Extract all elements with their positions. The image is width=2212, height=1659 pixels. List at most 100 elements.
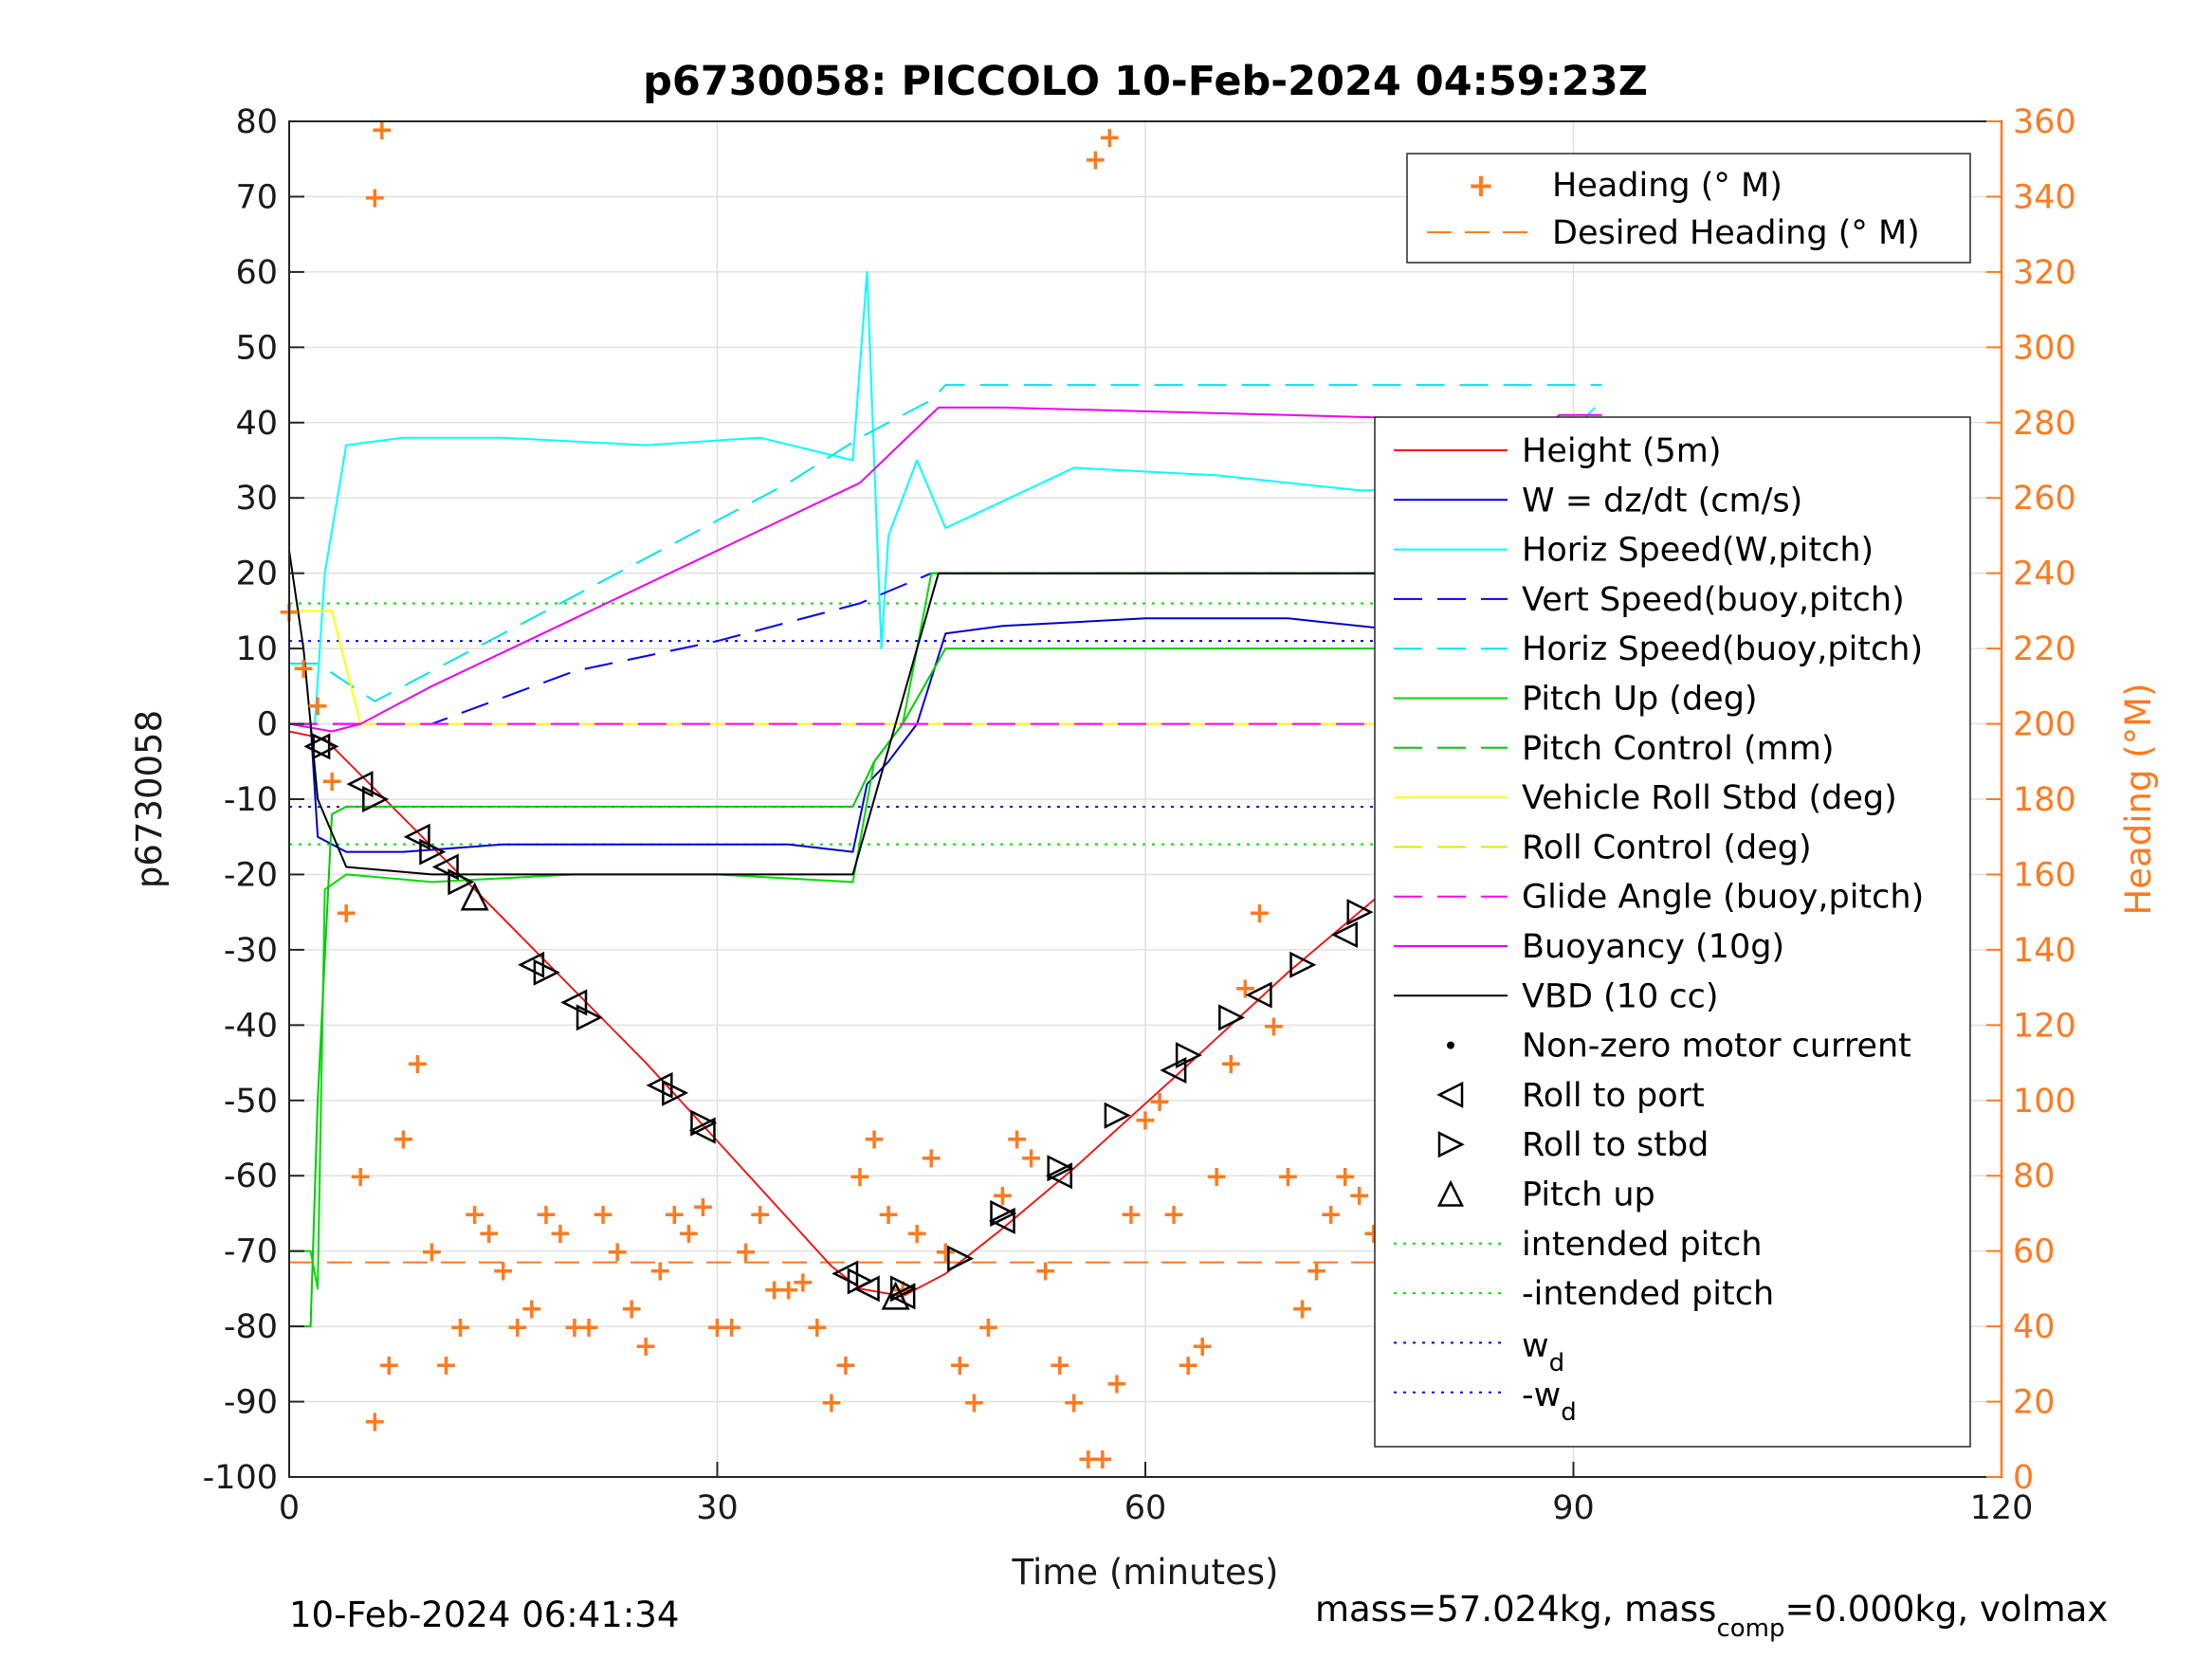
- heading-point-20: +: [562, 1311, 586, 1344]
- roll-to-stbd-marker-16: [1289, 951, 1317, 978]
- heading-point-54: +: [1048, 1349, 1071, 1382]
- y-axis-label: p6730058: [129, 710, 170, 888]
- heading-point-34: +: [762, 1273, 786, 1306]
- legend-label-5: Pitch Up (deg): [1522, 681, 1758, 719]
- y-right-tick-label-13: 260: [2013, 480, 2076, 518]
- heading-outlier-0: +: [363, 181, 387, 214]
- heading-point-22: +: [592, 1198, 615, 1231]
- y-tick-label-17: 70: [235, 178, 278, 216]
- heading-point-48: +: [962, 1387, 986, 1420]
- legend-label-9: Glide Angle (buoy,pitch): [1522, 879, 1924, 917]
- legend-heading-box: [1406, 153, 1971, 264]
- legend-swatch-12: [1447, 1041, 1454, 1049]
- y-tick-label-6: -40: [224, 1007, 278, 1045]
- heading-point-32: +: [734, 1236, 758, 1269]
- heading-point-18: +: [534, 1198, 558, 1231]
- heading-point-61: +: [1147, 1085, 1171, 1119]
- heading-point-29: +: [691, 1191, 715, 1224]
- y-right-tick-label-3: 60: [2013, 1233, 2056, 1271]
- heading-point-25: +: [634, 1330, 658, 1363]
- legend-heading-marker: +: [1468, 167, 1495, 205]
- heading-point-47: +: [948, 1349, 972, 1382]
- heading-point-69: +: [1262, 1010, 1286, 1043]
- legend-label-8: Roll Control (deg): [1522, 829, 1812, 866]
- x-axis-label: Time (minutes): [1012, 1552, 1279, 1593]
- heading-point-63: +: [1177, 1349, 1200, 1382]
- heading-point-39: +: [833, 1349, 857, 1382]
- heading-point-68: +: [1248, 897, 1271, 930]
- roll-to-stbd-marker-4: [533, 958, 560, 986]
- legend-swatch-14: [1437, 1131, 1465, 1158]
- heading-point-58: +: [1105, 1368, 1128, 1401]
- y-tick-label-8: -20: [224, 856, 278, 894]
- y-tick-label-5: -50: [224, 1083, 278, 1121]
- heading-point-44: +: [905, 1217, 929, 1250]
- heading-point-37: +: [805, 1311, 829, 1344]
- roll-to-stbd-marker-9: [889, 1275, 917, 1303]
- heading-point-75: +: [1347, 1179, 1371, 1212]
- y-tick-label-15: 50: [235, 329, 278, 367]
- roll-to-port-marker-12: [1045, 1162, 1072, 1190]
- y-right-tick-label-12: 240: [2013, 556, 2076, 593]
- roll-to-stbd-marker-10: [947, 1245, 975, 1272]
- x-tick-label-1: 30: [696, 1489, 739, 1527]
- y-right-tick-label-8: 160: [2013, 856, 2076, 894]
- footer-mass-rest: =0.000kg, volmax: [1785, 1589, 2109, 1630]
- heading-point-23: +: [606, 1236, 630, 1269]
- heading-point-31: +: [720, 1311, 743, 1344]
- legend-label-3: Vert Speed(buoy,pitch): [1522, 581, 1905, 619]
- y-right-tick-label-15: 300: [2013, 329, 2076, 367]
- roll-to-stbd-marker-14: [1175, 1042, 1202, 1069]
- legend-label-16: intended pitch: [1522, 1226, 1763, 1264]
- y-axis-right-label: Heading (°M): [2118, 683, 2159, 915]
- chart-title: p6730058: PICCOLO 10-Feb-2024 04:59:23Z: [643, 58, 1648, 105]
- y-tick-label-9: -10: [224, 781, 278, 819]
- heading-point-73: +: [1319, 1198, 1343, 1231]
- roll-to-stbd-marker-13: [1104, 1102, 1131, 1129]
- roll-to-stbd-marker-0: [312, 733, 339, 760]
- roll-to-port-marker-10: [888, 1283, 916, 1310]
- heading-point-13: +: [463, 1198, 486, 1231]
- heading-point-10: +: [420, 1236, 444, 1269]
- heading-point-57: +: [1090, 1443, 1114, 1476]
- heading-point-51: +: [1005, 1123, 1029, 1157]
- roll-to-stbd-marker-2: [419, 838, 447, 866]
- heading-point-59: +: [1119, 1198, 1143, 1231]
- series-line-4: [289, 384, 1602, 702]
- roll-to-stbd-marker-8: [847, 1267, 874, 1295]
- x-tick-label-4: 120: [1970, 1489, 2034, 1527]
- roll-to-port-marker-1: [346, 771, 374, 798]
- legend-swatch-13: [1436, 1081, 1464, 1108]
- legend-label-11: VBD (10 cc): [1522, 977, 1719, 1015]
- roll-to-port-marker-13: [1160, 1056, 1187, 1085]
- y-tick-label-11: 10: [235, 630, 278, 668]
- heading-point-7: +: [377, 1349, 401, 1382]
- heading-outlier-2: +: [1084, 144, 1107, 177]
- heading-point-40: +: [848, 1160, 871, 1194]
- y-tick-label-0: -100: [203, 1459, 278, 1497]
- roll-to-stbd-marker-12: [1047, 1155, 1074, 1182]
- heading-point-60: +: [1133, 1104, 1157, 1138]
- heading-point-21: +: [576, 1311, 600, 1344]
- heading-point-28: +: [677, 1217, 701, 1250]
- heading-point-5: +: [349, 1160, 373, 1194]
- y-tick-label-14: 40: [235, 405, 278, 443]
- heading-point-46: +: [934, 1236, 958, 1269]
- heading-point-45: +: [920, 1141, 943, 1175]
- series-line-6: [289, 647, 1602, 1328]
- legend-heading: + Heading (° M) Desired Heading (° M): [1406, 153, 1971, 264]
- roll-to-stbd-marker-5: [576, 1004, 603, 1031]
- legend-wd-sub: d: [1549, 1349, 1565, 1377]
- heading-point-70: +: [1276, 1160, 1300, 1194]
- roll-to-stbd-marker-1: [362, 785, 390, 813]
- footer-timestamp: 10-Feb-2024 06:41:34: [289, 1595, 679, 1635]
- y-tick-label-18: 80: [235, 103, 278, 141]
- heading-point-12: +: [448, 1311, 472, 1344]
- y-right-tick-label-17: 340: [2013, 178, 2076, 216]
- legend-label-4: Horiz Speed(buoy,pitch): [1522, 630, 1923, 668]
- legend-label-12: Non-zero motor current: [1522, 1028, 1911, 1066]
- y-tick-label-4: -60: [224, 1158, 278, 1195]
- heading-point-6: +: [363, 1405, 387, 1438]
- roll-to-stbd-marker-7: [690, 1109, 718, 1137]
